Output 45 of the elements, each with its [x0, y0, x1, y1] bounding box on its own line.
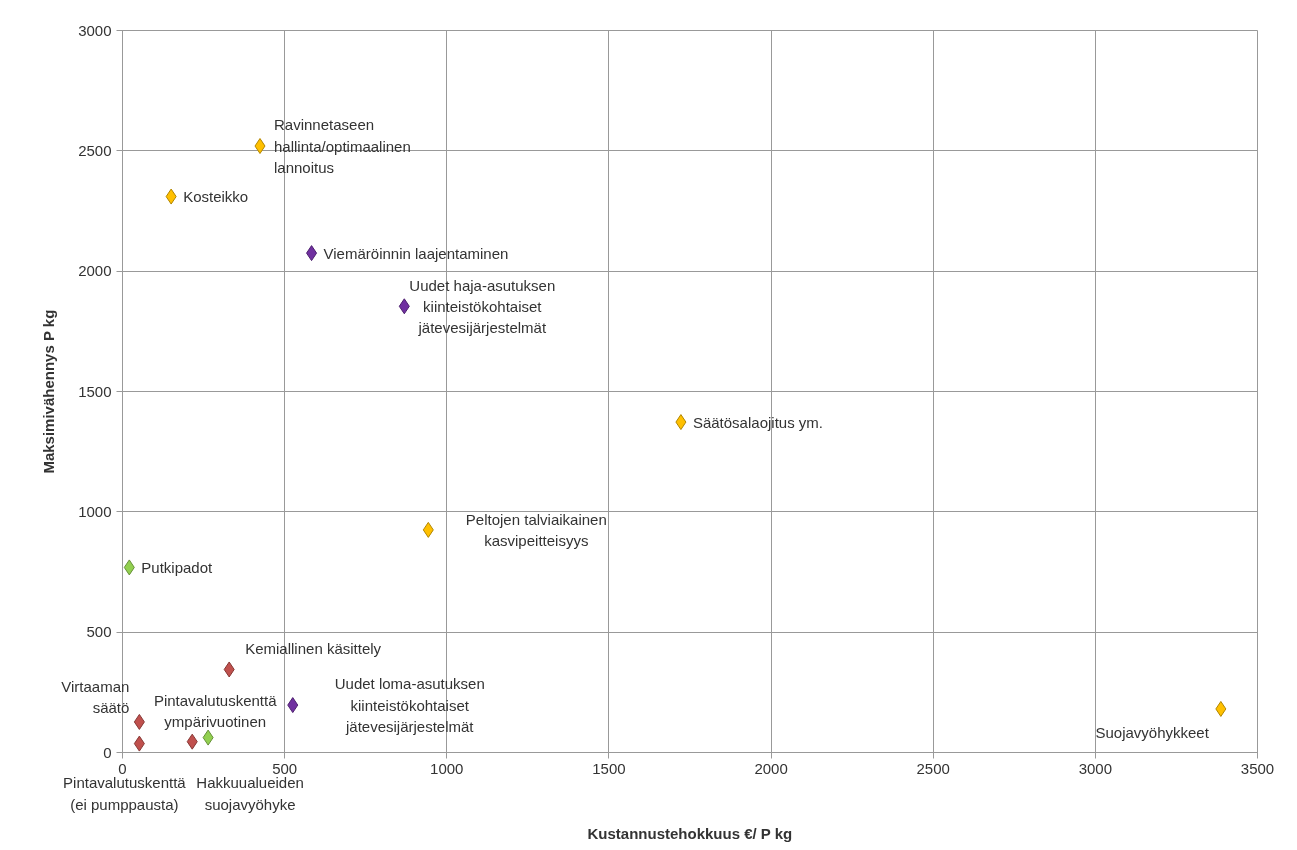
- x-tick-label: 500: [272, 759, 298, 777]
- y-axis-title: Maksimivähennys P kg: [40, 309, 58, 474]
- annotation: Virtaaman säätö: [61, 677, 130, 717]
- annotation: Suojavyöhykkeet: [1095, 724, 1210, 742]
- point: [133, 735, 145, 752]
- y-tick-label: 1000: [78, 502, 112, 520]
- x-tick-label: 0: [118, 759, 127, 777]
- annotation: Uudet haja-asutuksen kiinteistökohtaiset jätevesijärjestelmät: [409, 276, 556, 337]
- point: [186, 733, 198, 750]
- annotation: Kosteikko: [183, 188, 249, 206]
- point: [675, 414, 687, 431]
- annotation: Pintavalutuskenttä ympärivuotinen: [153, 691, 278, 730]
- y-tick-label: 1500: [78, 382, 112, 400]
- x-axis-title: Kustannustehokkuus €/ P kg: [587, 824, 793, 842]
- annotation: Kemiallinen käsittely: [245, 639, 382, 657]
- annotation: Putkipadot: [141, 558, 214, 576]
- point: [133, 713, 145, 730]
- point: [223, 661, 235, 678]
- point: [398, 298, 410, 315]
- x-tick-label: 3000: [1078, 759, 1113, 777]
- y-tick-label: 0: [103, 743, 112, 761]
- x-tick-label: 3500: [1240, 759, 1275, 777]
- annotation: Uudet loma-asutuksen kiinteistökohtaiset jätevesijärjestelmät: [334, 675, 485, 735]
- y-tick-label: 3000: [78, 21, 112, 39]
- annotation: Säätösalaojitus ym.: [692, 413, 823, 431]
- point: [287, 697, 299, 714]
- y-tick-label: 2000: [78, 262, 112, 280]
- annotation: Ravinnetaseen hallinta/optimaalinen lannoitus: [274, 116, 411, 176]
- point: [165, 188, 177, 205]
- annotation: Hakkuualueiden suojavyöhyke: [196, 774, 304, 813]
- x-tick-label: 1000: [430, 759, 464, 777]
- point: [254, 138, 266, 155]
- point: [202, 729, 214, 746]
- point: [306, 245, 318, 262]
- point: [422, 521, 434, 538]
- y-tick-label: 2500: [78, 141, 112, 159]
- annotation: Viemäröinnin laajentaminen: [323, 244, 509, 262]
- x-tick-label: 2000: [754, 759, 788, 777]
- point: [123, 559, 135, 576]
- annotation: Pintavalutuskenttä (ei pumppausta): [63, 774, 187, 813]
- annotation: Peltojen talviaikainen kasvipeitteisyys: [465, 510, 607, 550]
- x-tick-label: 1500: [592, 759, 626, 777]
- point: [1215, 700, 1227, 717]
- x-tick-label: 2500: [916, 759, 950, 777]
- y-tick-label: 500: [86, 623, 112, 641]
